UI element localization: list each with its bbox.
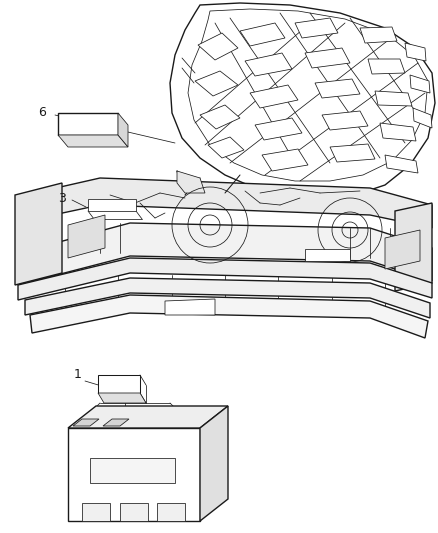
Polygon shape: [330, 144, 375, 162]
Polygon shape: [25, 278, 430, 318]
Polygon shape: [410, 75, 430, 93]
Polygon shape: [195, 71, 238, 96]
Text: 6: 6: [38, 107, 46, 119]
Polygon shape: [395, 203, 432, 291]
Polygon shape: [165, 299, 215, 315]
Polygon shape: [30, 295, 428, 338]
Polygon shape: [375, 91, 412, 106]
Polygon shape: [157, 503, 185, 521]
Polygon shape: [198, 33, 238, 60]
Polygon shape: [240, 23, 285, 46]
Polygon shape: [98, 375, 140, 393]
Polygon shape: [368, 59, 405, 74]
Polygon shape: [385, 230, 420, 269]
Polygon shape: [68, 428, 200, 521]
Polygon shape: [18, 223, 432, 285]
Polygon shape: [305, 249, 350, 261]
Polygon shape: [15, 183, 62, 285]
Polygon shape: [90, 458, 175, 483]
Polygon shape: [88, 199, 136, 211]
Polygon shape: [315, 79, 360, 98]
Polygon shape: [120, 503, 148, 521]
Polygon shape: [200, 105, 240, 129]
Polygon shape: [360, 27, 397, 43]
Polygon shape: [25, 178, 432, 228]
Polygon shape: [177, 171, 205, 193]
Polygon shape: [68, 215, 105, 258]
Polygon shape: [380, 123, 416, 141]
Polygon shape: [68, 406, 228, 428]
Polygon shape: [58, 113, 118, 135]
Text: 3: 3: [58, 191, 66, 205]
Polygon shape: [200, 406, 228, 521]
Polygon shape: [118, 113, 128, 147]
Polygon shape: [322, 111, 368, 130]
Polygon shape: [255, 118, 302, 140]
Text: 1: 1: [74, 368, 82, 382]
Polygon shape: [98, 393, 146, 403]
Polygon shape: [208, 137, 244, 158]
Polygon shape: [250, 85, 298, 108]
Polygon shape: [73, 419, 99, 426]
Polygon shape: [82, 503, 110, 521]
Polygon shape: [262, 149, 308, 171]
Polygon shape: [295, 18, 338, 38]
Polygon shape: [58, 135, 128, 147]
Polygon shape: [305, 48, 350, 68]
Polygon shape: [245, 53, 292, 76]
Polygon shape: [103, 419, 129, 426]
Polygon shape: [385, 155, 418, 173]
Polygon shape: [413, 108, 432, 128]
Polygon shape: [170, 3, 435, 198]
Polygon shape: [405, 43, 426, 61]
Polygon shape: [18, 258, 432, 300]
